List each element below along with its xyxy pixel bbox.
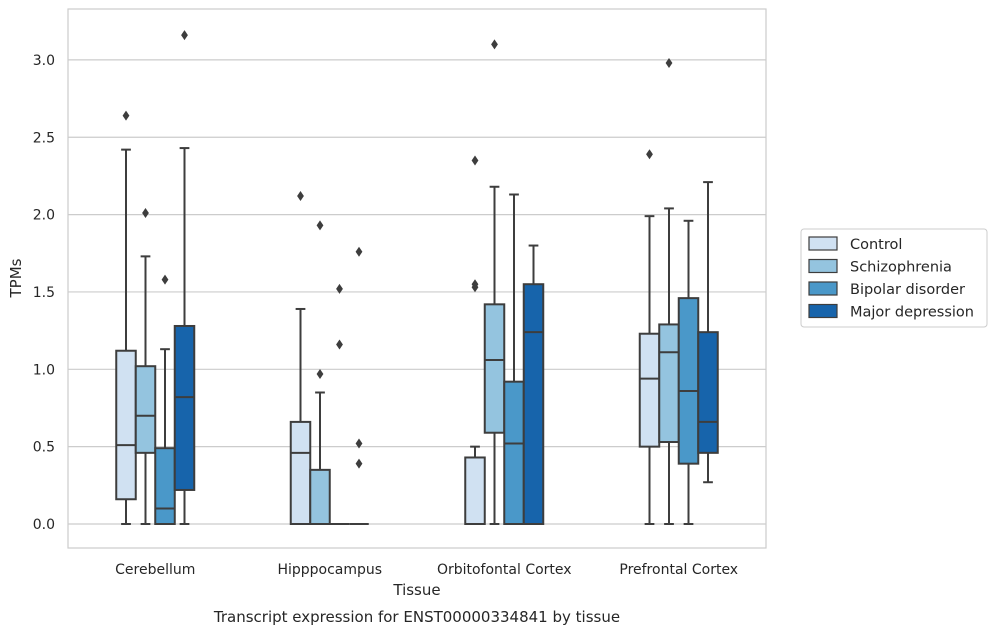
x-tick-labels: Cerebellum Hipppocampus Orbitofontal Corte…: [115, 562, 738, 578]
box-body: [677, 297, 700, 465]
box-body: [115, 349, 137, 501]
y-tick-label: 3.0: [33, 53, 55, 69]
legend-swatch: [808, 258, 838, 274]
box-body: [154, 447, 176, 525]
box-body: [289, 420, 312, 526]
outlier-point: [355, 458, 363, 469]
outlier-point: [161, 274, 169, 285]
legend-label: Schizophrenia: [850, 260, 952, 276]
y-tick-label: 0.5: [33, 440, 55, 456]
outlier-point: [316, 368, 324, 379]
box-body: [309, 468, 331, 526]
outlier-point: [646, 149, 653, 160]
x-axis-title: Tissue: [392, 581, 440, 599]
y-tick-label: 1.5: [33, 285, 55, 301]
outlier-point: [336, 339, 343, 350]
outlier-point: [316, 220, 324, 231]
legend-swatch: [808, 236, 838, 251]
box-body: [638, 332, 661, 448]
y-tick-label: 2.0: [33, 208, 55, 224]
box-body: [522, 283, 545, 525]
x-tick-label: Prefrontal Cortex: [619, 562, 738, 578]
outlier-point: [336, 283, 343, 294]
boxes-layer: [115, 30, 719, 526]
box-body: [134, 365, 157, 454]
plot-frame: [67, 8, 767, 549]
box-body: [503, 380, 525, 525]
legend-label: Bipolar disorder: [850, 282, 965, 298]
box-body: [173, 324, 196, 491]
legend-frame: [800, 228, 988, 328]
outlier-point: [122, 110, 130, 121]
outlier-point: [181, 30, 188, 41]
outlier-point: [142, 208, 149, 219]
legend-label: Control: [850, 237, 902, 253]
box-body: [658, 323, 680, 444]
legend: Control Schizophrenia Bipolar disorder Majo…: [800, 228, 988, 328]
outlier-point: [665, 57, 673, 68]
outlier-point: [471, 155, 479, 166]
legend-label: Major depression: [850, 305, 974, 321]
figure-caption: Transcript expression for ENST0000033484…: [213, 608, 620, 626]
outlier-point: [491, 39, 498, 50]
outlier-point: [355, 246, 363, 257]
x-tick-label: Orbitofontal Cortex: [437, 562, 572, 578]
outlier-point: [471, 279, 479, 290]
outlier-point: [355, 438, 363, 449]
y-tick-label: 2.5: [33, 130, 55, 146]
legend-swatch: [808, 303, 838, 319]
outlier-point: [297, 191, 304, 202]
box-body: [697, 331, 719, 454]
y-axis-title: TPMs: [7, 258, 25, 298]
box-body: [464, 456, 486, 526]
y-tick-labels: 0.0 0.5 1.0 1.5 2.0 2.5 3.0: [33, 53, 55, 533]
x-tick-label: Cerebellum: [115, 562, 195, 578]
legend-swatch: [808, 281, 838, 296]
x-tick-label: Hipppocampus: [277, 562, 382, 578]
y-tick-label: 0.0: [33, 517, 55, 533]
y-tick-label: 1.0: [33, 362, 55, 378]
box-body: [483, 303, 506, 434]
